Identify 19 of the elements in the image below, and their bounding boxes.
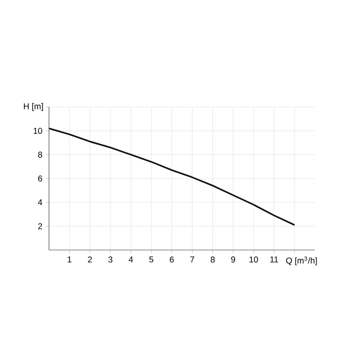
y-tick-label: 2 [38,223,42,230]
x-tick-label: 9 [231,256,236,263]
y-tick-label: 6 [38,176,42,182]
y-tick-label: 10 [34,128,42,134]
x-tick-label: 6 [170,256,174,263]
x-axis-title: Q [m$^{3}$/h] [286,256,317,266]
x-tick-label: 5 [149,256,154,262]
x-tick-label: 2 [88,256,92,262]
y-tick-label: 8 [38,152,42,158]
y-axis-title: H [m] [24,103,43,111]
x-tick-label: 1 [68,256,72,262]
line-series [49,128,296,226]
x-tick-label: 11 [270,256,278,262]
y-tick-label: 4 [38,199,42,206]
x-tick-label: 7 [190,256,194,262]
x-tick-label: 8 [210,256,215,263]
x-tick-label: 3 [108,256,112,263]
x-tick-label: 4 [128,256,133,262]
x-tick-label: 10 [250,256,258,263]
